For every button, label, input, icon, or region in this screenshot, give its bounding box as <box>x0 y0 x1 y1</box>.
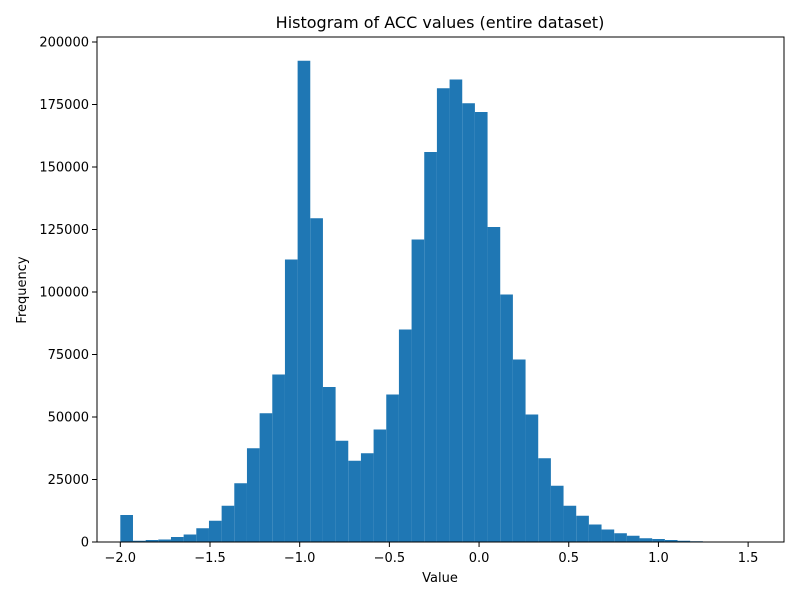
histogram-bar <box>360 453 374 542</box>
x-tick-label: 0.5 <box>558 551 579 566</box>
histogram-bar <box>259 413 273 542</box>
histogram-bar <box>297 60 311 542</box>
x-tick-label: −1.5 <box>194 551 226 566</box>
y-tick-label: 175000 <box>39 98 89 113</box>
histogram-bar <box>474 112 488 542</box>
x-tick-label: 1.0 <box>648 551 669 566</box>
histogram-bar <box>170 537 184 542</box>
histogram-bar <box>398 329 412 542</box>
histogram-bar <box>424 152 437 542</box>
histogram-bar <box>120 515 133 542</box>
x-tick-label: 0.0 <box>469 551 490 566</box>
histogram-bar <box>652 539 665 542</box>
x-axis-ticks: −2.0 −1.5 −1.0 −0.5 0.0 0.5 1.0 1.5 <box>105 542 759 566</box>
x-axis-label: Value <box>422 571 458 586</box>
histogram-bar <box>626 535 640 542</box>
histogram-bar <box>310 218 323 542</box>
histogram-bar <box>208 520 222 542</box>
histogram-bar <box>639 538 653 542</box>
histogram-bar <box>196 528 209 542</box>
histogram-bar <box>145 540 159 542</box>
histogram-bar <box>221 505 235 542</box>
histogram-bar <box>449 79 463 542</box>
bars-group <box>120 60 754 542</box>
plot-frame <box>96 36 785 543</box>
chart-title: Histogram of ACC values (entire dataset) <box>276 13 605 32</box>
histogram-bar <box>525 414 539 542</box>
histogram-bar <box>183 534 197 542</box>
y-tick-label: 0 <box>81 536 89 551</box>
histogram-bar <box>373 429 387 542</box>
histogram-bar <box>436 88 450 542</box>
y-tick-label: 25000 <box>48 473 89 488</box>
histogram-bar <box>500 294 513 542</box>
histogram-bar <box>348 460 361 542</box>
histogram-bar <box>601 529 615 542</box>
histogram-bar <box>664 540 678 542</box>
histogram-bar <box>576 515 589 542</box>
histogram-bar <box>512 359 526 542</box>
histogram-bar <box>462 103 475 542</box>
x-tick-label: −0.5 <box>374 551 406 566</box>
y-tick-label: 75000 <box>48 348 89 363</box>
histogram-bar <box>284 259 298 542</box>
x-tick-label: 1.5 <box>738 551 759 566</box>
y-tick-label: 200000 <box>39 36 89 51</box>
y-tick-label: 150000 <box>39 161 89 176</box>
histogram-bar <box>588 524 602 542</box>
histogram-bar <box>563 505 577 542</box>
y-axis-ticks: 0 25000 50000 75000 100000 125000 150000 175000… <box>39 36 97 551</box>
histogram-bar <box>322 387 336 542</box>
histogram-bar <box>386 394 399 542</box>
histogram-bar <box>538 458 551 542</box>
histogram-bar <box>487 227 501 542</box>
histogram-bar <box>677 540 691 542</box>
histogram-bar <box>411 239 425 542</box>
x-tick-label: −1.0 <box>284 551 316 566</box>
histogram-bar <box>335 440 349 542</box>
histogram-bar <box>132 540 146 542</box>
histogram-bar <box>550 485 564 542</box>
histogram-bar <box>614 533 627 542</box>
histogram-bar <box>246 448 260 542</box>
y-axis-label: Frequency <box>15 256 30 323</box>
y-tick-label: 100000 <box>39 286 89 301</box>
histogram-bar <box>272 374 285 542</box>
x-tick-label: −2.0 <box>105 551 137 566</box>
y-tick-label: 125000 <box>39 223 89 238</box>
histogram-bar <box>234 483 247 542</box>
histogram-bar <box>158 539 171 542</box>
y-tick-label: 50000 <box>48 411 89 426</box>
